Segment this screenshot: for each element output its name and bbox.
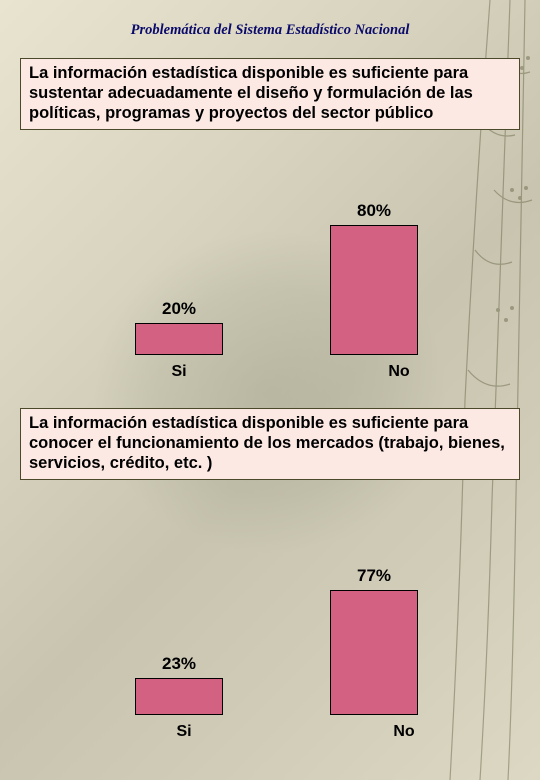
category-label-no: No xyxy=(359,363,439,381)
bar-si xyxy=(135,323,223,355)
bar-no xyxy=(330,225,418,355)
question-box-2: La información estadística disponible es… xyxy=(20,408,520,480)
pct-label-si: 23% xyxy=(139,654,219,674)
pct-label-no: 77% xyxy=(334,566,414,586)
bar-si xyxy=(135,678,223,715)
category-label-si: Si xyxy=(144,723,224,741)
chart-2: 23% Si 77% No xyxy=(0,525,540,755)
pct-label-si: 20% xyxy=(139,299,219,319)
category-label-no: No xyxy=(364,723,444,741)
chart-1: 20% Si 80% No xyxy=(0,170,540,395)
pct-label-no: 80% xyxy=(334,201,414,221)
page-title: Problemática del Sistema Estadístico Nac… xyxy=(0,22,540,39)
question-box-1: La información estadística disponible es… xyxy=(20,58,520,130)
bar-no xyxy=(330,590,418,715)
category-label-si: Si xyxy=(139,363,219,381)
